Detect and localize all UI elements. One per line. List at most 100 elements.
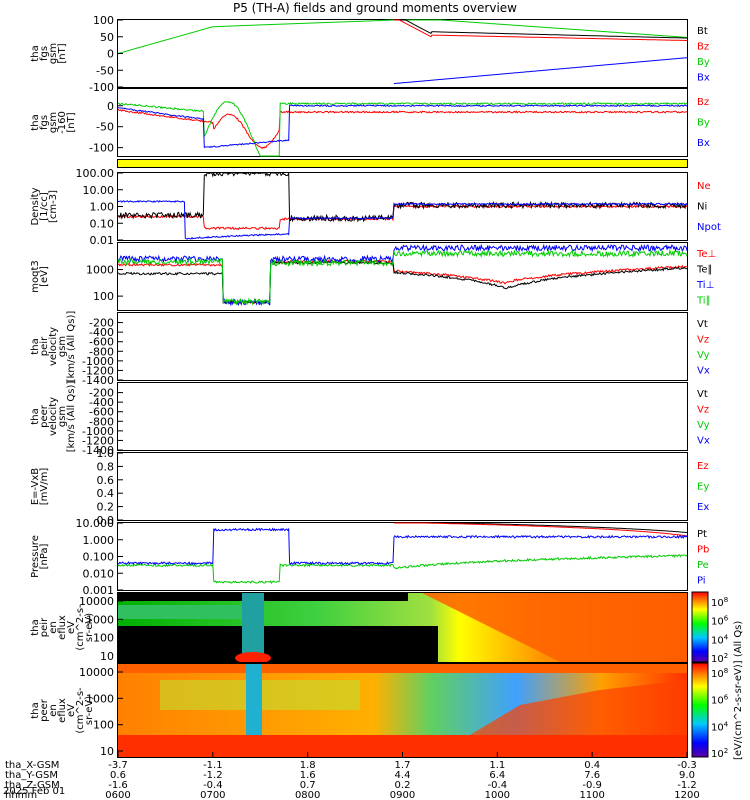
y-tick-label: 1000 bbox=[86, 264, 114, 277]
series-line-pe bbox=[118, 555, 687, 583]
colorbar-tick-label: 106 bbox=[711, 615, 729, 628]
legend-entry: Bz bbox=[697, 97, 709, 108]
colorbar-tick-label: 102 bbox=[711, 652, 728, 665]
y-tick-label: 10 bbox=[100, 745, 114, 758]
legend-entry: Bx bbox=[697, 73, 710, 84]
y-tick-label: 100.00 bbox=[76, 167, 115, 180]
legend-entry: Ex bbox=[697, 502, 709, 513]
legend-entry: Ne bbox=[697, 181, 711, 192]
panel-peer-velocity-frame bbox=[118, 383, 688, 451]
panel-pressure-frame bbox=[118, 523, 688, 591]
legend-entry: Vx bbox=[697, 366, 710, 377]
y-axis-label: [km/s (All Qs)] bbox=[66, 381, 77, 453]
y-tick-label: 1.0 bbox=[97, 447, 115, 460]
legend-entry: Pe bbox=[697, 560, 709, 571]
colorbar-label: [eV/(cm^2-s-sr-eV)] (All Qs) bbox=[733, 621, 744, 760]
series-line-pi bbox=[118, 529, 687, 565]
legend-entry: Vt bbox=[697, 389, 708, 400]
legend-entry: Ti⊥ bbox=[696, 280, 714, 291]
date-stamp: 2025 Feb 01 bbox=[3, 786, 65, 797]
y-tick-label: 10.000 bbox=[76, 517, 115, 530]
y-tick-label: 1.00 bbox=[90, 201, 115, 214]
y-axis-label: sr-eV) bbox=[84, 613, 95, 642]
y-axis-label: [cm-3] bbox=[48, 190, 59, 223]
legend-entry: Bt bbox=[697, 26, 708, 37]
series-line-by bbox=[118, 20, 687, 54]
x-tick-label: 0800 bbox=[295, 790, 320, 800]
x-tick-label: 0900 bbox=[390, 790, 415, 800]
quality-flag-bar bbox=[118, 160, 687, 167]
y-axis-label: sr-eV) bbox=[84, 696, 95, 725]
y-tick-label: 0.2 bbox=[97, 501, 115, 514]
y-tick-label: 0.10 bbox=[90, 217, 115, 230]
legend-entry: Vy bbox=[697, 350, 710, 361]
colorbar-tick-label: 108 bbox=[711, 596, 728, 609]
legend-entry: Pb bbox=[697, 544, 709, 555]
y-tick-label: 100 bbox=[93, 632, 114, 645]
colorbar-tick-label: 104 bbox=[711, 720, 729, 733]
y-tick-label: 10 bbox=[100, 650, 114, 663]
x-tick-label: 1100 bbox=[579, 790, 604, 800]
legend-entry: By bbox=[697, 57, 710, 68]
y-tick-label: 0 bbox=[107, 48, 114, 61]
y-tick-label: 0.010 bbox=[83, 567, 115, 580]
y-tick-label: 10000 bbox=[79, 666, 114, 679]
y-tick-label: 0.8 bbox=[97, 460, 115, 473]
legend-entry: Bx bbox=[697, 138, 710, 149]
legend-entry: Ez bbox=[697, 461, 709, 472]
x-tick-label: 0700 bbox=[200, 790, 225, 800]
series-line-te-perp bbox=[118, 260, 687, 303]
y-tick-label: 0 bbox=[107, 100, 114, 113]
legend-entry: Vy bbox=[697, 420, 710, 431]
legend-entry: Vt bbox=[697, 319, 708, 330]
y-tick-label: 1.000 bbox=[83, 534, 115, 547]
y-tick-label: 0.6 bbox=[97, 474, 115, 487]
y-axis-label: [eV] bbox=[39, 266, 50, 287]
y-axis-label: [mV/m] bbox=[39, 468, 50, 506]
legend-entry: Ey bbox=[697, 481, 709, 492]
panel-frames bbox=[118, 20, 688, 591]
colorbar-tick-label: 108 bbox=[711, 667, 728, 680]
peer-spectrogram bbox=[118, 663, 687, 757]
legend-entry: By bbox=[697, 117, 710, 128]
y-tick-label: -100 bbox=[89, 81, 114, 94]
y-tick-label: 10.00 bbox=[83, 184, 115, 197]
legend-entry: Te⊥ bbox=[696, 249, 716, 260]
legend-entry: Vz bbox=[697, 334, 709, 345]
y-axis-label: [nT] bbox=[66, 112, 77, 132]
y-axis-label: [nT] bbox=[57, 43, 68, 63]
series-line-bx bbox=[394, 58, 687, 84]
panel-efield-frame bbox=[118, 453, 688, 521]
series-line-te-par bbox=[118, 262, 687, 304]
legend-entry: Bz bbox=[697, 41, 709, 52]
y-tick-label: 100 bbox=[93, 719, 114, 732]
y-tick-label: -50 bbox=[96, 121, 114, 134]
y-tick-label: 100 bbox=[93, 14, 114, 27]
legend-entry: Vx bbox=[697, 436, 710, 447]
y-tick-label: 0.100 bbox=[83, 551, 115, 564]
series-line-ni bbox=[118, 173, 687, 221]
spectrogram-colorbar bbox=[692, 592, 708, 757]
y-tick-label: 0.01 bbox=[90, 234, 115, 247]
legend-entry: Te∥ bbox=[696, 264, 713, 275]
legend-entry: Pi bbox=[697, 576, 706, 587]
y-axis-label: [km/s (All Qs)] bbox=[66, 311, 77, 383]
legend-entry: Vz bbox=[697, 404, 709, 415]
panel-peir-velocity-frame bbox=[118, 313, 688, 381]
y-tick-label: 50 bbox=[100, 31, 114, 44]
legend-entry: Pt bbox=[697, 529, 707, 540]
x-tick-label: 1200 bbox=[674, 790, 699, 800]
y-tick-label: -1400 bbox=[82, 374, 114, 387]
y-tick-label: 100 bbox=[93, 290, 114, 303]
x-tick-label: 0600 bbox=[105, 790, 130, 800]
legend-entry: Ni bbox=[697, 201, 707, 212]
colorbar-tick-label: 102 bbox=[711, 747, 728, 760]
y-tick-label: 0.4 bbox=[97, 487, 115, 500]
colorbar-tick-label: 104 bbox=[711, 633, 729, 646]
legend-entry: Ti∥ bbox=[696, 296, 711, 307]
y-axis-label: [nPa] bbox=[39, 543, 50, 569]
y-tick-label: -50 bbox=[96, 64, 114, 77]
peir-spectrogram bbox=[118, 592, 687, 664]
x-tick-label: 1000 bbox=[485, 790, 510, 800]
